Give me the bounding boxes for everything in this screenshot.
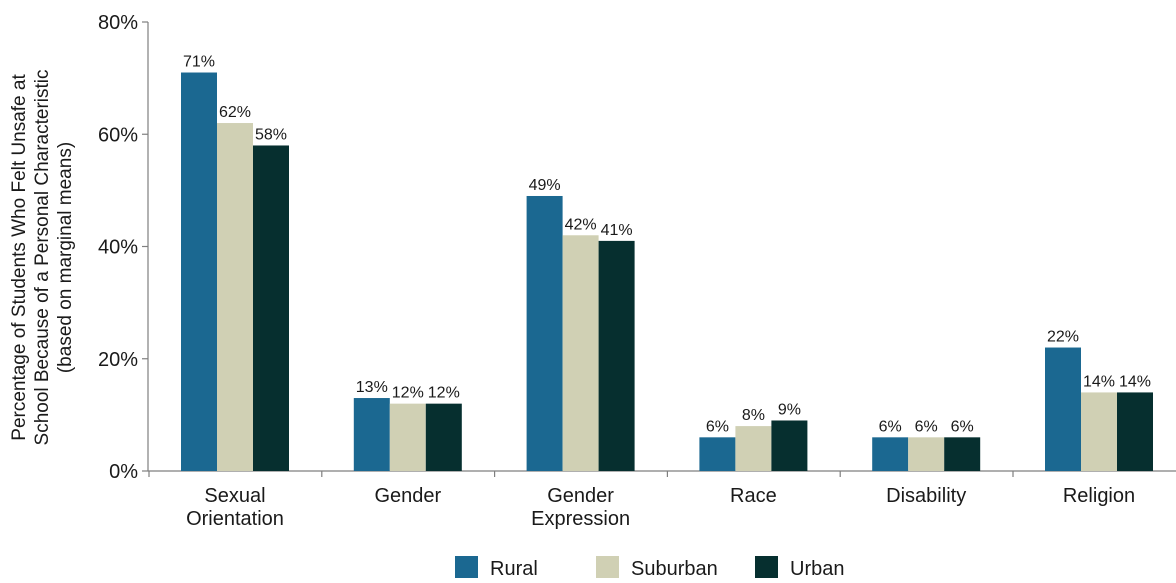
bar-suburban-2 xyxy=(562,235,599,471)
y-axis-title: Percentage of Students Who Felt Unsafe a… xyxy=(9,74,30,441)
y-axis-title: School Because of a Personal Characteris… xyxy=(32,70,53,446)
data-label: 6% xyxy=(879,418,902,435)
data-label: 6% xyxy=(915,418,938,435)
data-label: 12% xyxy=(392,385,424,402)
bar-urban-1 xyxy=(425,403,462,471)
x-category-label: Religion xyxy=(1063,485,1135,507)
bar-rural-4 xyxy=(872,437,909,471)
bar-urban-3 xyxy=(771,420,808,471)
x-category-label: Gender xyxy=(547,485,614,507)
data-labels: 71% 13% 49% 6% 6% 22% 62% 12% 42% 8% 6% 14% 58% 12% 41… xyxy=(183,54,1151,436)
bar-suburban-5 xyxy=(1081,392,1117,471)
legend-label: Urban xyxy=(790,558,844,578)
y-tick-label: 60% xyxy=(98,124,138,146)
legend-swatch-suburban xyxy=(596,556,619,578)
data-label: 9% xyxy=(778,401,801,418)
x-category-label: Sexual xyxy=(204,485,265,507)
data-label: 22% xyxy=(1047,329,1079,346)
bar-rural-1 xyxy=(353,398,390,471)
axes: 0% 20% 40% 60% 80% xyxy=(98,12,1176,483)
bar-urban-4 xyxy=(944,437,981,471)
legend: Rural Suburban Urban xyxy=(455,556,844,580)
data-label: 12% xyxy=(428,385,460,402)
x-category-label: Orientation xyxy=(186,508,284,530)
bar-suburban-4 xyxy=(908,437,945,471)
y-axis-title: (based on marginal means) xyxy=(55,142,76,373)
data-label: 6% xyxy=(951,418,974,435)
y-tick-label: 40% xyxy=(98,237,138,259)
y-tick-label: 20% xyxy=(98,349,138,371)
legend-label: Rural xyxy=(490,558,538,578)
data-label: 6% xyxy=(706,418,729,435)
y-tick-label: 0% xyxy=(109,461,138,483)
bar-suburban-3 xyxy=(735,426,772,471)
legend-swatch-urban xyxy=(755,556,778,578)
bars xyxy=(181,72,1153,472)
data-label: 62% xyxy=(219,104,251,121)
data-label: 49% xyxy=(529,177,561,194)
bar-rural-5 xyxy=(1045,347,1081,471)
bar-suburban-1 xyxy=(389,403,426,471)
data-label: 41% xyxy=(601,222,633,239)
legend-swatch-rural xyxy=(455,556,478,578)
data-label: 71% xyxy=(183,54,215,71)
bar-rural-0 xyxy=(181,72,217,471)
bar-rural-2 xyxy=(526,195,563,472)
data-label: 58% xyxy=(255,126,287,143)
x-category-label: Race xyxy=(730,485,777,507)
data-label: 8% xyxy=(742,407,765,424)
y-tick-label: 80% xyxy=(98,12,138,34)
bar-urban-2 xyxy=(598,240,635,471)
legend-label: Suburban xyxy=(631,558,718,578)
data-label: 14% xyxy=(1119,373,1151,390)
x-category-label: Expression xyxy=(531,508,630,530)
bar-urban-0 xyxy=(253,145,289,471)
bar-urban-5 xyxy=(1117,392,1153,471)
bar-suburban-0 xyxy=(217,123,253,472)
bar-rural-3 xyxy=(699,437,736,471)
y-axis-label: Percentage of Students Who Felt Unsafe a… xyxy=(9,70,76,446)
data-label: 13% xyxy=(356,379,388,396)
x-category-label: Disability xyxy=(886,485,966,507)
x-category-label: Gender xyxy=(374,485,441,507)
data-label: 42% xyxy=(565,216,597,233)
data-label: 14% xyxy=(1083,373,1115,390)
